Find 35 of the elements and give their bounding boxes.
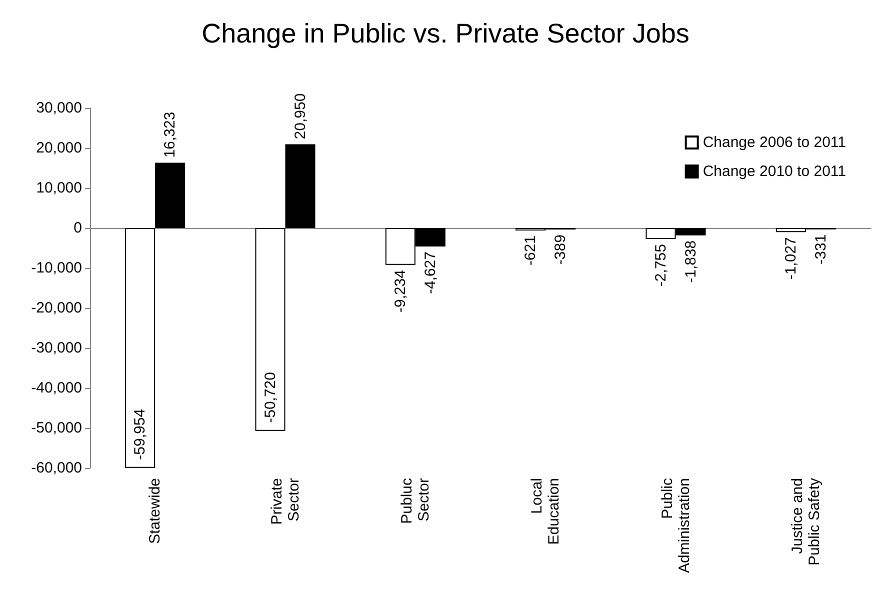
data-label: -4,627 — [422, 252, 439, 294]
y-tick-label: 30,000 — [36, 100, 82, 116]
data-label: -389 — [552, 234, 570, 265]
data-label: 16,323 — [162, 112, 179, 158]
x-tick-label: Local Education — [528, 478, 563, 545]
legend-label: Change 2006 to 2011 — [702, 134, 846, 151]
data-label: -9,234 — [392, 270, 409, 312]
x-tick-label: Justice and Public Safety — [788, 478, 823, 566]
data-label: 20,950 — [292, 93, 309, 140]
y-tick-label: 20,000 — [36, 140, 82, 156]
y-tick-label: 0 — [74, 220, 82, 236]
y-tick-label: -10,000 — [31, 260, 82, 276]
data-label: -331 — [812, 234, 830, 264]
y-tick-label: -20,000 — [31, 300, 82, 316]
y-tick-label: -40,000 — [31, 380, 82, 396]
legend-label: Change 2010 to 2011 — [702, 163, 846, 180]
data-label: -1,838 — [682, 240, 700, 283]
y-tick-label: -50,000 — [31, 420, 82, 436]
y-tick-label: 10,000 — [36, 180, 82, 196]
data-label: -2,755 — [652, 244, 670, 287]
x-tick-label: Statewide — [146, 478, 164, 544]
bar — [255, 228, 286, 431]
y-tick-label: -60,000 — [31, 460, 82, 476]
data-label: -50,720 — [262, 372, 279, 423]
x-tick-label: Private Sector — [268, 478, 302, 525]
x-tick-label: Public Administration — [658, 478, 693, 574]
data-label: -59,954 — [132, 408, 149, 460]
bar — [125, 228, 156, 468]
bar — [285, 144, 316, 228]
y-tick-label: -30,000 — [31, 340, 82, 356]
data-label: -1,027 — [782, 237, 800, 280]
chart-title: Change in Public vs. Private Sector Jobs — [202, 18, 690, 48]
x-tick-label: Publuc Sector — [398, 478, 432, 524]
data-label: -621 — [522, 235, 540, 266]
bar — [155, 162, 186, 228]
